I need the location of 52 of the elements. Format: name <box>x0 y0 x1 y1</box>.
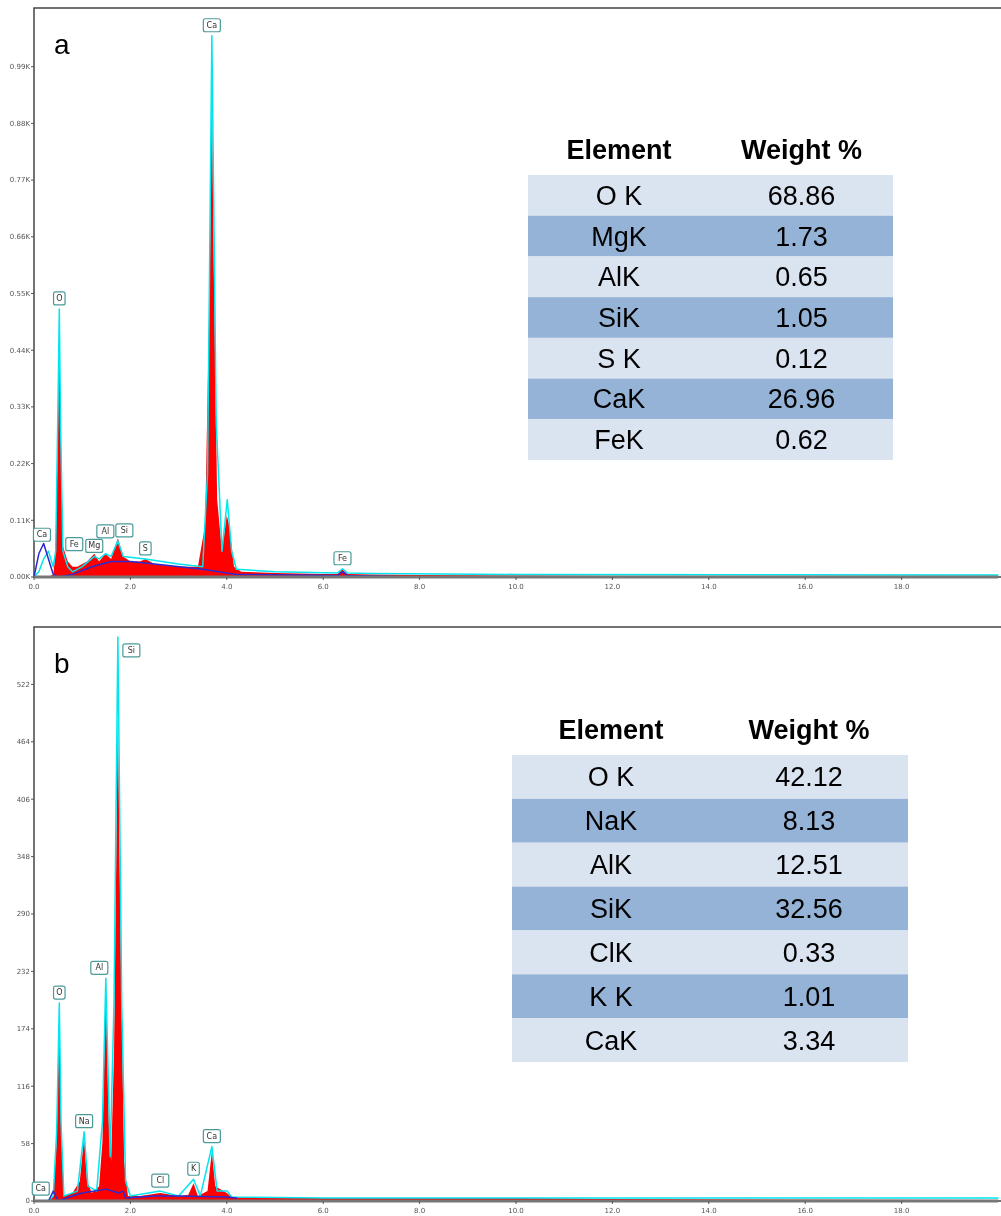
category-label: ClK <box>589 937 633 968</box>
annotation: Al <box>101 526 110 536</box>
data-label: 42.12 <box>775 762 843 793</box>
data-label: 3.34 <box>782 1025 836 1056</box>
annotation: K <box>190 1164 197 1174</box>
category-label: CaK <box>584 1025 638 1056</box>
category-label: SiK <box>597 302 641 333</box>
data-label: 0.65 <box>775 262 828 293</box>
category-label: K K <box>589 981 633 1012</box>
data-label: 1.05 <box>775 302 828 333</box>
annotation: Si <box>127 645 136 655</box>
text: a <box>54 29 70 60</box>
category-label: MgK <box>591 221 647 252</box>
category-label: NaK <box>584 806 638 837</box>
category-label: SiK <box>589 893 633 924</box>
category-label: O K <box>595 180 643 211</box>
text: Weight % <box>741 135 862 166</box>
data-label: 32.56 <box>775 893 843 924</box>
category-label: AlK <box>589 850 633 881</box>
annotation: O <box>56 293 63 303</box>
category-label: AlK <box>597 262 641 293</box>
text: Element <box>566 135 672 166</box>
text: Element <box>558 715 664 746</box>
data-label: 0.12 <box>775 343 828 374</box>
data-label: 12.51 <box>775 850 843 881</box>
annotation: Fe <box>337 553 348 563</box>
line-series <box>47 1188 238 1202</box>
annotation: Ca <box>206 1131 218 1141</box>
annotation: Na <box>78 1116 90 1126</box>
data-label: 68.86 <box>767 180 836 211</box>
annotation: Cl <box>156 1176 165 1186</box>
category-label: S K <box>597 343 641 374</box>
annotation: Si <box>120 525 129 535</box>
text: Weight % <box>748 715 870 746</box>
category-label: FeK <box>594 425 644 456</box>
data-label: 1.01 <box>782 981 836 1012</box>
annotation: O <box>56 988 63 998</box>
annotation: Mg <box>88 541 101 551</box>
data-label: 26.96 <box>767 384 836 415</box>
annotation: Ca <box>206 20 218 30</box>
data-label: 1.73 <box>775 221 828 252</box>
text: b <box>54 648 70 679</box>
annotation: Al <box>95 963 104 973</box>
annotation: Fe <box>69 539 79 549</box>
category-label: CaK <box>592 384 646 415</box>
data-label: 8.13 <box>782 806 836 837</box>
data-label: 0.33 <box>782 937 836 968</box>
data-label: 0.62 <box>775 425 828 456</box>
category-label: O K <box>587 762 635 793</box>
annotation: Ca <box>35 1184 47 1194</box>
annotation: S <box>142 543 148 553</box>
annotation: Ca <box>36 530 48 540</box>
